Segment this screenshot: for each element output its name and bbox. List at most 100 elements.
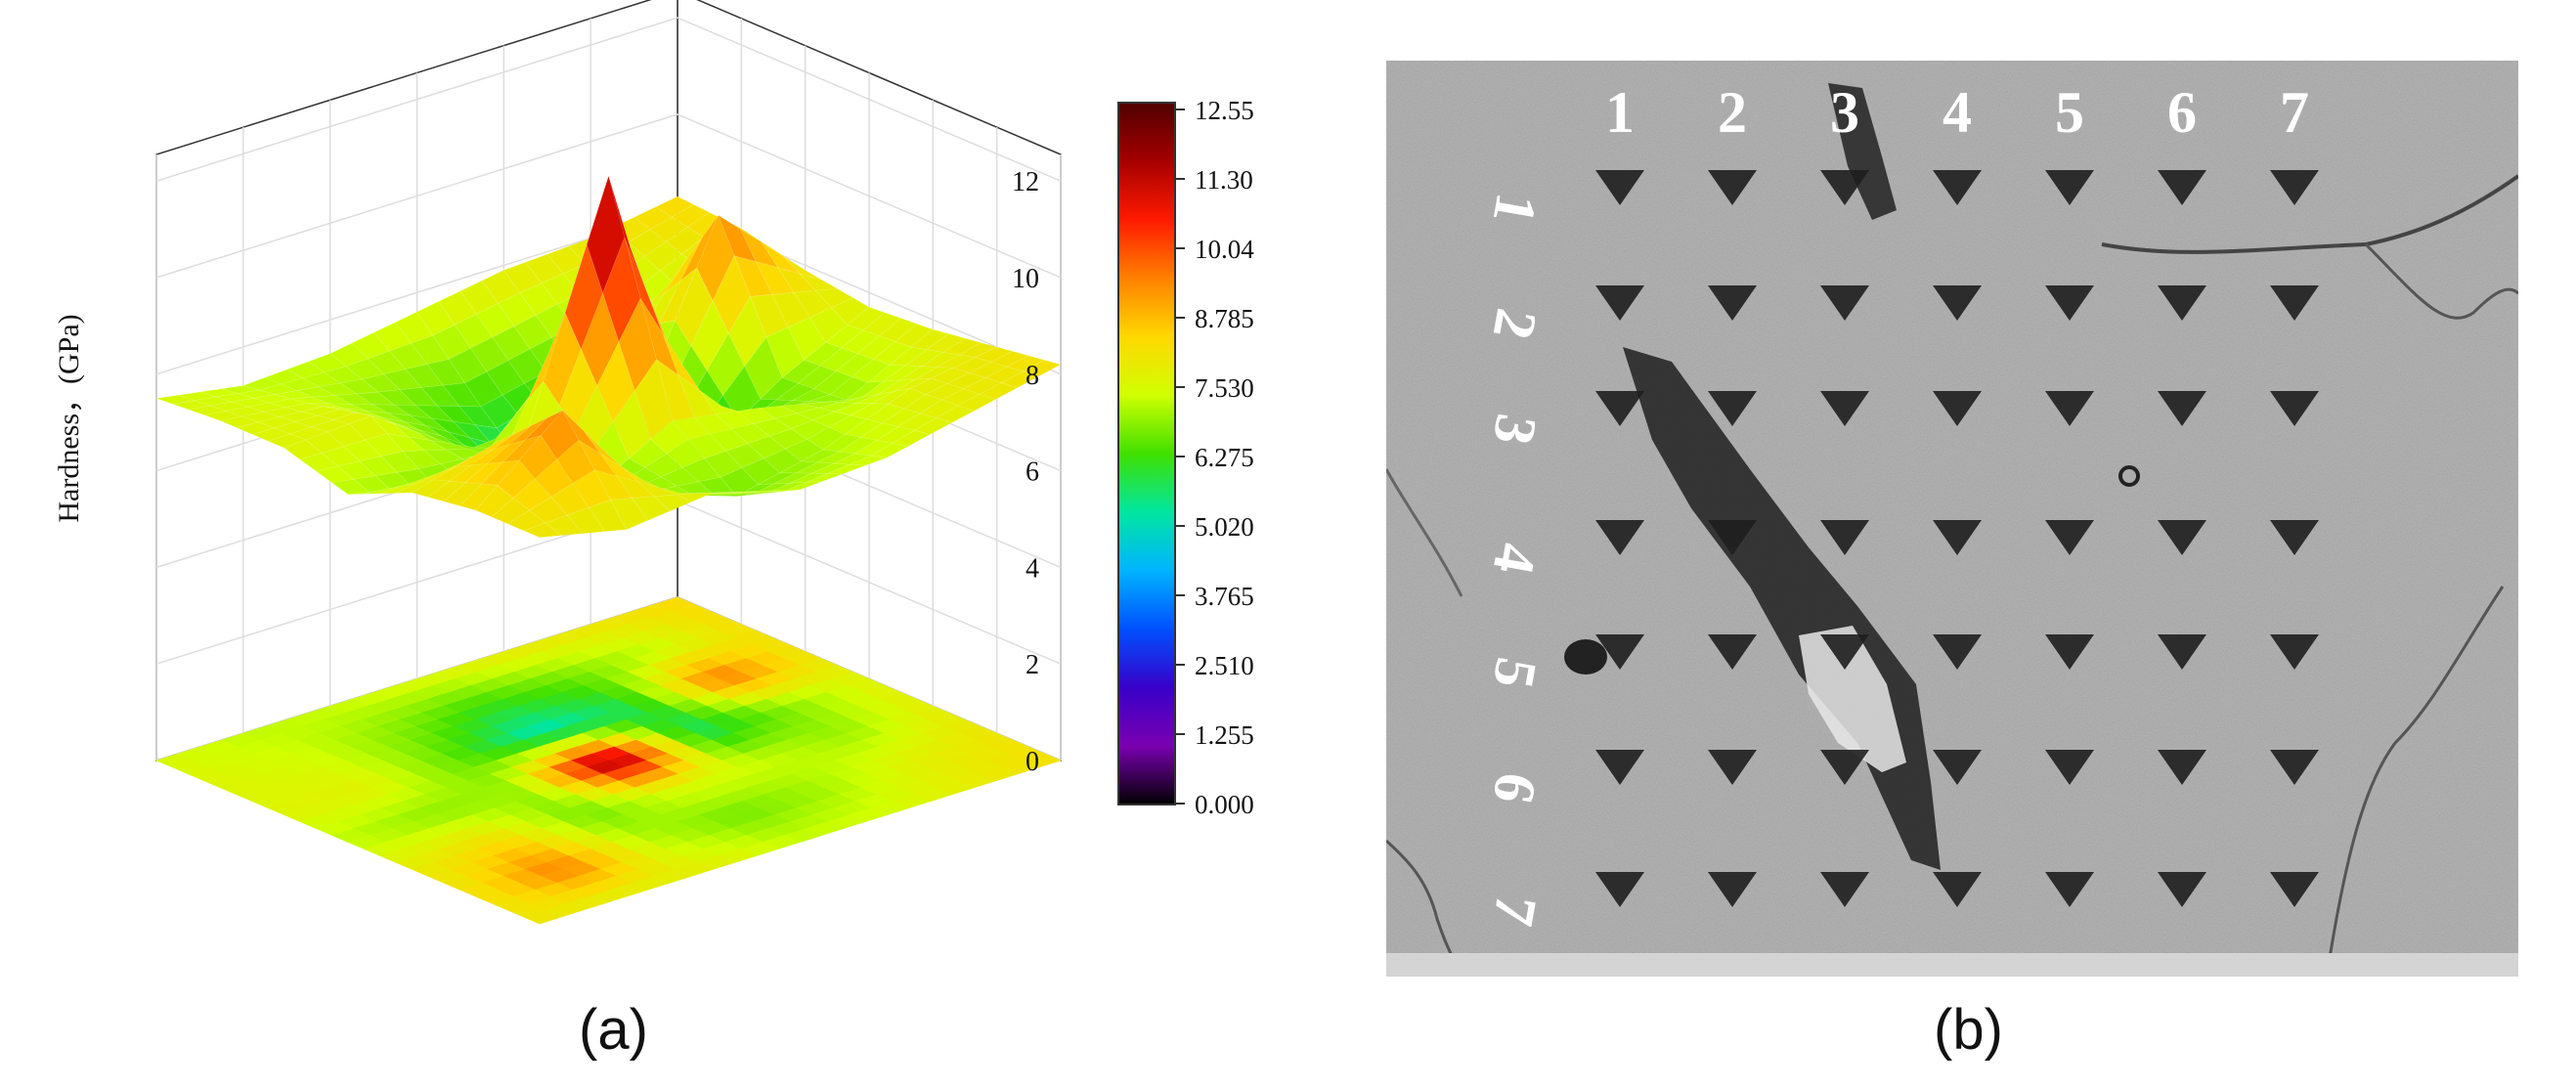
- indent-mark: [1595, 872, 1644, 907]
- specimen-edge: [1386, 953, 2518, 977]
- surface-cell: [522, 522, 562, 539]
- colorbar-tick-label: 12.55: [1195, 96, 1254, 125]
- indent-grid: [1595, 170, 2319, 907]
- indent-mark: [1820, 750, 1869, 785]
- indent-mark: [1933, 634, 1982, 670]
- grain-boundary: [2325, 586, 2505, 977]
- indent-mark: [1820, 634, 1869, 670]
- column-label: 5: [2055, 80, 2084, 145]
- colorbar-tick-label: 10.04: [1195, 235, 1254, 264]
- micrograph-texture: [1386, 61, 2518, 977]
- inclusion-light-region: [1799, 626, 1906, 772]
- indent-mark: [1595, 520, 1644, 555]
- indent-mark: [2270, 520, 2319, 555]
- colorbar-tick-label: 0.000: [1195, 790, 1254, 819]
- indent-mark: [1595, 170, 1644, 205]
- indent-mark: [2270, 634, 2319, 670]
- colorbar-gradient: [1117, 102, 1176, 805]
- indent-mark: [2045, 520, 2094, 555]
- grain-boundary: [1386, 468, 1463, 597]
- indent-mark: [2158, 391, 2206, 426]
- indent-mark: [2045, 872, 2094, 907]
- colorbar-tick-label: 6.275: [1195, 443, 1254, 472]
- indent-mark: [1708, 391, 1757, 426]
- floor-cell: [522, 909, 563, 925]
- indent-mark: [2045, 391, 2094, 426]
- indent-mark: [1595, 634, 1644, 670]
- indent-mark: [1708, 520, 1757, 555]
- particle: [2118, 465, 2140, 487]
- column-label: 3: [1830, 80, 1859, 145]
- colorbar-tick-label: 3.765: [1195, 582, 1254, 611]
- indent-mark: [2045, 285, 2094, 321]
- z-tick-label: 2: [1026, 650, 1039, 680]
- contour-floor: [155, 596, 1062, 925]
- indent-mark: [2270, 750, 2319, 785]
- indent-mark: [1933, 520, 1982, 555]
- hardness-surface: [155, 175, 1062, 539]
- column-label: 7: [2280, 80, 2309, 145]
- indent-mark: [1708, 170, 1757, 205]
- grain-boundary: [2364, 242, 2518, 320]
- indent-mark: [2270, 872, 2319, 907]
- colorbar-tick-label: 5.020: [1195, 512, 1254, 542]
- column-label: 1: [1605, 80, 1635, 145]
- indent-mark: [2158, 634, 2206, 670]
- z-tick-label: 6: [1026, 457, 1039, 488]
- indent-mark: [2158, 520, 2206, 555]
- colorbar-tick-label: 2.510: [1195, 651, 1254, 680]
- colorbar-tick-label: 1.255: [1195, 720, 1254, 750]
- column-label: 4: [1943, 80, 1972, 145]
- indent-mark: [1820, 391, 1869, 426]
- indent-mark: [2270, 391, 2319, 426]
- indent-mark: [1933, 872, 1982, 907]
- indent-mark: [1820, 170, 1869, 205]
- colorbar-tick-label: 11.30: [1195, 165, 1253, 195]
- column-label: 2: [1718, 80, 1747, 145]
- z-tick-label: 12: [1012, 167, 1039, 197]
- column-label: 6: [2167, 80, 2197, 145]
- indent-mark: [1595, 391, 1644, 426]
- indent-mark: [1708, 750, 1757, 785]
- column-labels: 1 2 3 4 5 6 7: [1605, 80, 2309, 145]
- z-tick-label: 10: [1012, 264, 1039, 294]
- indent-mark: [1933, 285, 1982, 321]
- colorbar: 12.55 11.30 10.04 8.785 7.530 6.275 5.020 3.765…: [1117, 96, 1254, 819]
- particle: [1564, 639, 1607, 675]
- indent-mark: [2270, 285, 2319, 321]
- indent-mark: [2045, 750, 2094, 785]
- indent-mark: [2158, 170, 2206, 205]
- indent-mark: [1595, 285, 1644, 321]
- inclusion: [1828, 83, 1897, 220]
- indent-mark: [2270, 170, 2319, 205]
- indent-mark: [1708, 872, 1757, 907]
- indent-mark: [2158, 872, 2206, 907]
- z-tick-label: 8: [1026, 361, 1039, 391]
- colorbar-tick-label: 8.785: [1195, 304, 1254, 333]
- z-tick-label: 4: [1026, 553, 1039, 584]
- indent-mark: [2158, 750, 2206, 785]
- indent-mark: [2158, 285, 2206, 321]
- indent-mark: [1708, 285, 1757, 321]
- caption-a: (a): [579, 998, 648, 1062]
- indent-mark: [1933, 391, 1982, 426]
- grain-boundary: [2101, 174, 2518, 254]
- z-axis-tick-labels: 0 2 4 6 8 10 12: [1012, 167, 1039, 777]
- indent-mark: [1820, 872, 1869, 907]
- indent-mark: [1595, 750, 1644, 785]
- micrograph-panel: 1 2 3 4 5 6 7 1 2 3 4 5 6 7: [1386, 61, 2518, 977]
- indent-mark: [1933, 750, 1982, 785]
- colorbar-tick-labels: 12.55 11.30 10.04 8.785 7.530 6.275 5.020 3.765…: [1175, 96, 1254, 819]
- z-axis-label: Hardness，(GPa): [53, 314, 85, 522]
- surface-plot-panel: 0 2 4 6 8 10 12 Hardness，(GPa) 12.55 11.30 10.04…: [53, 0, 1254, 925]
- indent-mark: [2045, 634, 2094, 670]
- indent-mark: [1820, 285, 1869, 321]
- caption-b: (b): [1934, 998, 2003, 1062]
- indent-mark: [1820, 520, 1869, 555]
- colorbar-tick-label: 7.530: [1195, 373, 1254, 403]
- indent-mark: [2045, 170, 2094, 205]
- indent-mark: [1708, 634, 1757, 670]
- indent-mark: [1933, 170, 1982, 205]
- z-tick-label: 0: [1026, 747, 1039, 777]
